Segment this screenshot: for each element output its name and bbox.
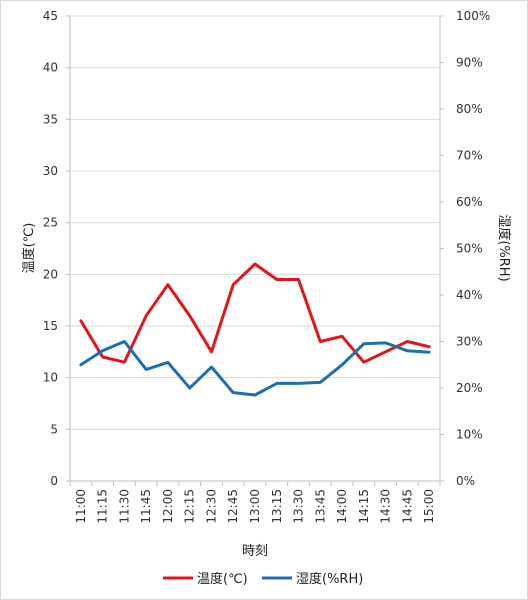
x-tick-label: 12:00 [161,489,175,524]
left-axis-title: 温度(℃) [21,223,37,274]
right-tick-label: 20% [456,381,483,395]
left-tick-label: 20 [43,267,58,281]
axes [66,15,444,486]
right-tick-label: 80% [456,102,483,116]
left-tick-label: 10 [43,371,58,385]
x-tick-label: 14:30 [379,489,393,524]
right-axis-tick-labels: 0% 10% 20% 30% 40% 50% 60% 70% 80% 90% 100% [456,9,490,488]
x-tick-label: 12:15 [183,489,197,524]
right-tick-label: 0% [456,474,475,488]
x-tick-label: 14:15 [357,489,371,524]
x-tick-label: 12:30 [204,489,218,524]
x-axis-title: 時刻 [242,544,268,559]
right-tick-label: 30% [456,335,483,349]
x-tick-label: 13:15 [270,489,284,524]
right-tick-label: 100% [456,9,490,23]
x-tick-label: 12:45 [226,489,240,524]
x-tick-label: 11:00 [74,489,88,524]
left-tick-label: 0 [50,474,58,488]
left-tick-label: 45 [43,9,58,23]
right-tick-label: 10% [456,428,483,442]
left-tick-label: 25 [43,216,58,230]
x-tick-label: 14:45 [400,489,414,524]
right-axis-title: 湿度(%RH) [496,214,512,281]
left-tick-label: 15 [43,319,58,333]
series-lines [79,262,431,397]
series-line-0 [79,262,431,364]
right-tick-label: 50% [456,242,483,256]
x-tick-label: 11:30 [117,489,131,524]
series-line-1 [79,340,431,397]
right-tick-label: 90% [456,56,483,70]
x-tick-label: 13:00 [248,489,262,524]
left-tick-label: 30 [43,164,58,178]
x-tick-label: 15:00 [422,489,436,524]
gridlines [70,15,440,430]
x-tick-label: 11:15 [96,489,110,524]
right-tick-label: 70% [456,149,483,163]
left-tick-label: 35 [43,112,58,126]
x-axis-tick-labels: 11:00 11:15 11:30 11:45 12:00 12:15 12:30 12:45… [74,489,436,524]
left-tick-label: 40 [43,61,58,75]
legend-label-humidity: 湿度(%RH) [296,571,363,587]
right-tick-label: 40% [456,288,483,302]
x-tick-label: 13:30 [292,489,306,524]
left-axis-tick-labels: 0 5 10 15 20 25 30 35 40 45 [43,9,58,488]
left-tick-label: 5 [50,422,58,436]
x-tick-label: 13:45 [313,489,327,524]
right-tick-label: 60% [456,195,483,209]
legend: 温度(℃) 湿度(%RH) [163,571,363,587]
legend-label-temperature: 温度(℃) [197,571,248,587]
x-tick-label: 11:45 [139,489,153,524]
x-tick-label: 14:00 [335,489,349,524]
